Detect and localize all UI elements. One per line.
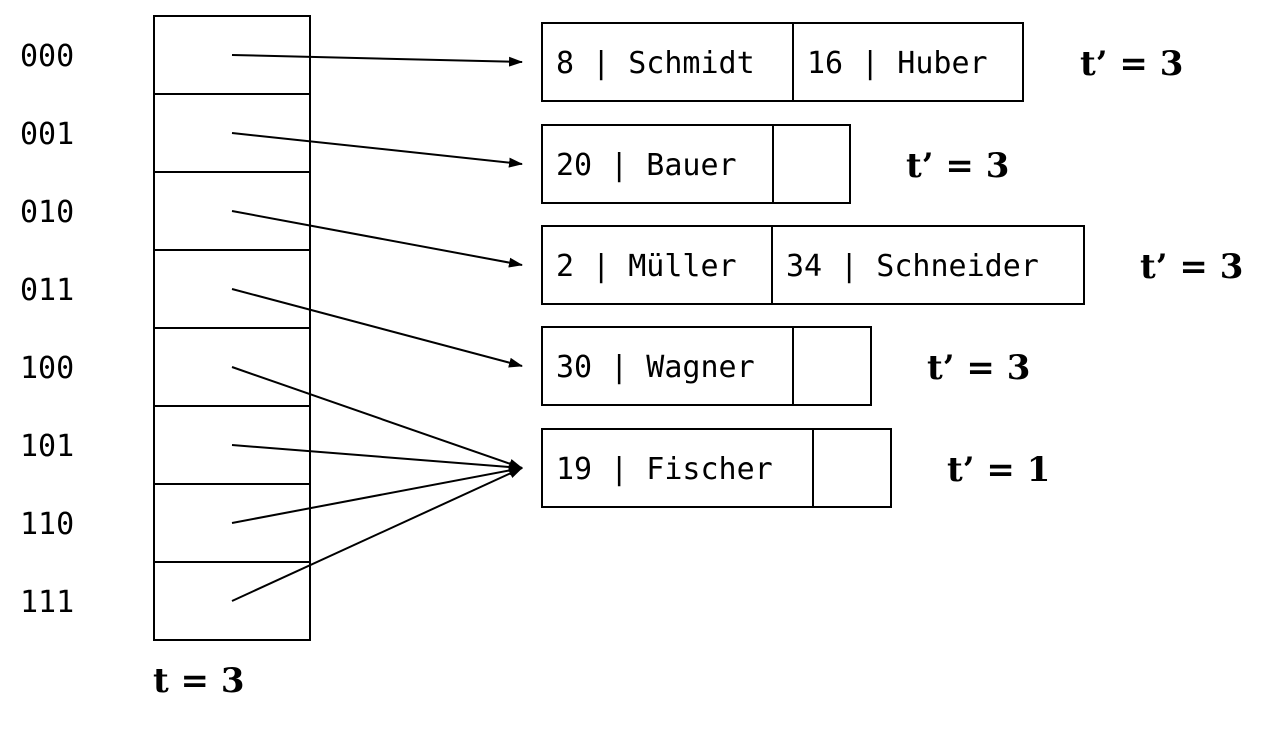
bucket: 8 | Schmidt 16 | Huber t’ = 3 [541, 22, 1183, 102]
directory-index-label: 100 [20, 351, 74, 386]
local-depth-label: t’ = 3 [927, 348, 1030, 388]
local-depth-label: t’ = 1 [947, 450, 1050, 490]
bucket-record: 2 | Müller [556, 249, 737, 284]
local-depth-label: t’ = 3 [906, 146, 1009, 186]
pointer-arrow [231, 288, 523, 368]
directory-cell [153, 561, 311, 641]
bucket-outline [541, 326, 872, 406]
pointer-arrow [231, 444, 523, 472]
bucket: 30 | Wagner t’ = 3 [541, 326, 1030, 406]
bucket-outline [541, 428, 892, 508]
bucket: 2 | Müller 34 | Schneider t’ = 3 [541, 225, 1243, 305]
bucket-outline [541, 124, 851, 204]
bucket-record: 34 | Schneider [786, 249, 1039, 284]
bucket-outline [541, 22, 1024, 102]
bucket-record: 16 | Huber [807, 46, 988, 81]
directory-index-label: 011 [20, 273, 74, 308]
directory-index-label: 101 [20, 429, 74, 464]
pointer-arrow [231, 465, 523, 524]
pointer-arrow [231, 54, 523, 67]
bucket: 19 | Fischer t’ = 1 [541, 428, 1050, 508]
bucket-record: 30 | Wagner [556, 350, 755, 385]
pointer-arrow [231, 467, 523, 602]
bucket-outline [541, 225, 1085, 305]
global-depth-label: t = 3 [153, 661, 245, 701]
local-depth-label: t’ = 3 [1080, 44, 1183, 84]
pointer-arrow [231, 132, 523, 168]
bucket-record: 20 | Bauer [556, 148, 737, 183]
directory-index-label: 110 [20, 507, 74, 542]
directory-index-label: 010 [20, 195, 74, 230]
directory-index-label: 001 [20, 117, 74, 152]
pointer-arrow [231, 210, 523, 268]
bucket: 20 | Bauer t’ = 3 [541, 124, 1009, 204]
bucket-record: 8 | Schmidt [556, 46, 755, 81]
pointer-arrow [231, 366, 523, 469]
directory-index-label: 111 [20, 585, 74, 620]
bucket-record: 19 | Fischer [556, 452, 773, 487]
local-depth-label: t’ = 3 [1140, 247, 1243, 287]
directory-index-label: 000 [20, 39, 74, 74]
